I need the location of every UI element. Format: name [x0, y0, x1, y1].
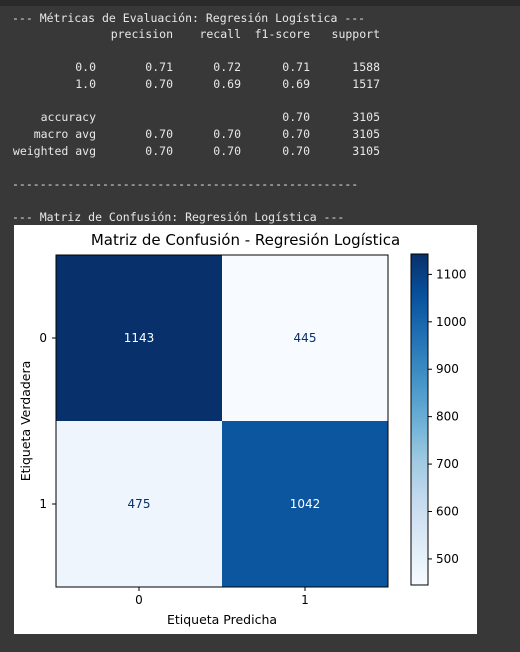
colorbar-tick-label: 800 [436, 410, 459, 424]
x-axis-label: Etiqueta Predicha [167, 612, 277, 627]
colorbar-tick-label: 500 [436, 552, 459, 566]
row-label: accuracy [40, 110, 96, 124]
row-support: 3105 [352, 110, 380, 124]
row-f1: 0.71 [282, 60, 310, 74]
row-label: 1.0 [75, 77, 96, 91]
row-f1: 0.70 [282, 144, 310, 158]
row-label: 0.0 [75, 60, 96, 74]
colorbar-tick-label: 1000 [436, 315, 467, 329]
row-label: weighted avg [12, 144, 96, 158]
matrix-cell [222, 421, 388, 587]
plot-frame [55, 254, 389, 588]
row-recall: 0.69 [213, 77, 241, 91]
row-f1: 0.69 [282, 77, 310, 91]
row-precision: 0.71 [145, 60, 173, 74]
y-tick-label: 1 [39, 497, 47, 511]
top-bar [0, 0, 520, 6]
separator-line: ----------------------------------------… [12, 177, 359, 191]
row-support: 1588 [352, 60, 380, 74]
colorbar [410, 253, 429, 586]
row-support: 3105 [352, 144, 380, 158]
colorbar-tick-label: 700 [436, 457, 459, 471]
col-recall: recall [199, 27, 241, 41]
matrix-cell [56, 421, 222, 587]
x-tick-label: 0 [135, 593, 143, 607]
x-tick-label: 1 [301, 593, 309, 607]
col-support: support [331, 27, 380, 41]
chart-title: Matriz de Confusión - Regresión Logístic… [90, 231, 401, 249]
confusion-matrix-figure: Matriz de Confusión - Regresión Logístic… [14, 225, 477, 634]
col-precision: precision [110, 27, 173, 41]
row-precision: 0.70 [145, 77, 173, 91]
cell-value-label: 475 [128, 497, 151, 511]
row-precision: 0.70 [145, 127, 173, 141]
matrix-cell [222, 255, 388, 421]
colorbar-tick-label: 900 [436, 362, 459, 376]
row-label: macro avg [33, 127, 96, 141]
matrix-header: --- Matriz de Confusión: Regresión Logís… [12, 210, 345, 224]
row-f1: 0.70 [282, 127, 310, 141]
y-axis-label: Etiqueta Verdadera [18, 361, 33, 482]
y-tick-label: 0 [39, 331, 47, 345]
console-output: --- Métricas de Evaluación: Regresión Lo… [0, 0, 520, 225]
row-recall: 0.72 [213, 60, 241, 74]
cell-value-label: 445 [294, 331, 317, 345]
confusion-matrix-chart: 1143 445 475 1042 0 1 0 1 500 600 700 800 900 1000 1… [18, 253, 467, 627]
cell-value-label: 1042 [290, 497, 321, 511]
matrix-cell [56, 255, 222, 421]
row-support: 1517 [352, 77, 380, 91]
row-recall: 0.70 [213, 127, 241, 141]
metrics-header: --- Métricas de Evaluación: Regresión Lo… [12, 11, 366, 25]
row-support: 3105 [352, 127, 380, 141]
colorbar-tick-label: 600 [436, 504, 459, 518]
row-precision: 0.70 [145, 144, 173, 158]
colorbar-tick-label: 1100 [436, 267, 467, 281]
row-recall: 0.70 [213, 144, 241, 158]
cell-value-label: 1143 [124, 331, 155, 345]
row-f1: 0.70 [282, 110, 310, 124]
col-f1: f1-score [254, 27, 310, 41]
